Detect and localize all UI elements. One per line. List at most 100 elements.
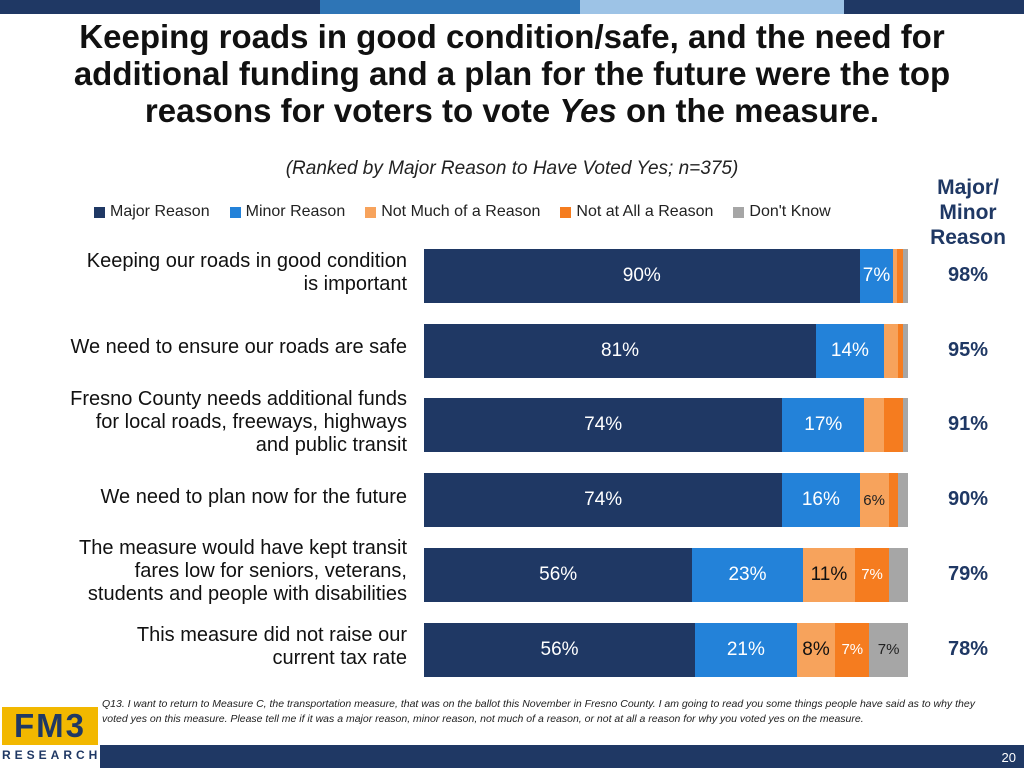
- major-minor-header-line-0: Major/: [937, 176, 999, 199]
- major-minor-header: Major/Minor Reason: [920, 175, 1016, 250]
- row-label-line: We need to plan now for the future: [100, 485, 408, 508]
- legend-item-3: Not at All a Reason: [560, 203, 713, 221]
- data-label: 14%: [830, 339, 869, 361]
- bar-segment-not-much-of-a-reason: 8%: [796, 622, 836, 677]
- row-label-line: fares low for seniors, veterans,: [134, 560, 407, 583]
- data-label: 56%: [539, 563, 578, 585]
- legend-label: Not Much of a Reason: [381, 203, 541, 220]
- bar-segment-major-reason: 81%: [424, 323, 817, 378]
- row-label-line: current tax rate: [272, 646, 407, 669]
- title-line-3-pre: reasons for voters to vote: [144, 92, 560, 129]
- row-label: We need to ensure our roads are safe: [0, 336, 407, 359]
- bar-row: 74% 16% 6%: [424, 473, 908, 528]
- bar-segment-not-at-all-a-reason: [897, 249, 904, 303]
- legend-label: Major Reason: [110, 203, 210, 220]
- row-label: We need to plan now for the future: [0, 485, 408, 509]
- bar-segment-don-t-know: [888, 547, 908, 602]
- bar-row: 90% 7%: [424, 249, 908, 303]
- bar-segment-not-much-of-a-reason: [893, 249, 898, 303]
- data-label: 74%: [584, 414, 623, 436]
- bar-segment-not-at-all-a-reason: [883, 398, 904, 453]
- bar-segment-don-t-know: [898, 473, 908, 528]
- bar-segment-don-t-know: [903, 249, 908, 303]
- data-label: 7%: [877, 641, 900, 658]
- legend-item-0: Major Reason: [94, 203, 210, 221]
- slide-title: Keeping roads in good condition/safe, an…: [20, 18, 1004, 129]
- row-label-line: We need to ensure our roads are safe: [70, 336, 407, 359]
- row-label: Fresno County needs additional funds for …: [0, 388, 407, 457]
- fm3-logo: FM3 RESEARCH: [2, 707, 98, 768]
- bar-segment-major-reason: 90%: [424, 249, 860, 303]
- row-label-line: Fresno County needs additional funds: [70, 387, 407, 410]
- bar-segment-major-reason: 56%: [424, 622, 696, 677]
- major-minor-total: 95%: [947, 338, 989, 361]
- title-line-1: Keeping roads in good condition/safe, an…: [79, 18, 945, 55]
- row-label-line: students and people with disabilities: [87, 583, 407, 606]
- data-label: 7%: [841, 641, 864, 658]
- data-label: 17%: [804, 414, 843, 436]
- bar-segment-minor-reason: 17%: [782, 398, 865, 453]
- title-emphasis: Yes: [559, 92, 617, 129]
- bar-row: 56% 21% 8% 7% 7%: [424, 622, 908, 677]
- row-label-line: and public transit: [255, 433, 407, 456]
- bar-row: 74% 17%: [424, 398, 908, 453]
- data-label: 56%: [540, 638, 579, 660]
- major-minor-total: 90%: [947, 488, 989, 511]
- row-label-line: This measure did not raise our: [136, 623, 407, 646]
- bottom-bar: 20: [100, 745, 1024, 768]
- data-label: 23%: [728, 563, 767, 585]
- legend-swatch: [365, 206, 377, 218]
- legend-swatch: [94, 206, 105, 218]
- legend-label: Not at All a Reason: [576, 203, 714, 220]
- row-label-line: Keeping our roads in good condition: [86, 250, 407, 272]
- legend-label: Minor Reason: [245, 203, 346, 220]
- title-line-2: additional funding and a plan for the fu…: [73, 55, 951, 92]
- bar-segment-not-at-all-a-reason: 7%: [855, 547, 889, 602]
- bar-segment-minor-reason: 21%: [695, 622, 797, 677]
- legend-swatch: [733, 206, 745, 218]
- legend-item-4: Don't Know: [733, 203, 831, 221]
- major-minor-total: 98%: [947, 264, 989, 286]
- logo-wordmark: RESEARCH: [2, 748, 102, 762]
- bar-segment-minor-reason: 23%: [692, 547, 803, 602]
- bar-segment-major-reason: 74%: [424, 473, 783, 528]
- bar-segment-don-t-know: [903, 398, 908, 453]
- data-label: 16%: [801, 489, 840, 511]
- bar-row: 81% 14%: [424, 323, 908, 378]
- legend-item-1: Minor Reason: [229, 203, 346, 221]
- legend-item-2: Not Much of a Reason: [365, 203, 540, 221]
- bar-segment-minor-reason: 7%: [859, 249, 894, 303]
- bar-segment-major-reason: 74%: [424, 398, 783, 453]
- logo-mark: FM3: [2, 707, 98, 745]
- bar-segment-not-at-all-a-reason: 7%: [835, 622, 870, 677]
- row-label: This measure did not raise our current ta…: [0, 624, 407, 670]
- major-minor-header-line-1: Minor: [939, 201, 997, 224]
- row-label: Keeping our roads in good condition is im…: [0, 250, 407, 296]
- bar-segment-not-much-of-a-reason: 6%: [859, 473, 889, 528]
- major-minor-total: 78%: [947, 637, 989, 660]
- data-label: 11%: [810, 563, 848, 585]
- major-minor-header-line-2: Reason: [930, 226, 1006, 249]
- data-label: 7%: [861, 566, 883, 584]
- chart-legend: Major Reason Minor Reason Not Much of a Re…: [94, 203, 851, 221]
- major-minor-total: 91%: [947, 413, 989, 436]
- row-label-line: The measure would have kept transit: [79, 537, 407, 560]
- legend-label: Don't Know: [749, 203, 831, 220]
- major-minor-total: 79%: [947, 562, 989, 585]
- page-number: 20: [1001, 750, 1016, 765]
- data-label: 74%: [584, 489, 623, 511]
- bar-segment-not-much-of-a-reason: [883, 323, 899, 378]
- bar-segment-not-much-of-a-reason: [864, 398, 884, 453]
- row-label-line: for local roads, freeways, highways: [95, 410, 407, 433]
- row-label: The measure would have kept transit fares…: [0, 537, 407, 606]
- bar-segment-don-t-know: 7%: [869, 622, 908, 677]
- bar-segment-minor-reason: 16%: [782, 473, 860, 528]
- legend-swatch: [229, 206, 241, 218]
- data-label: 81%: [601, 339, 640, 361]
- bar-segment-minor-reason: 14%: [816, 323, 884, 378]
- footnote: Q13. I want to return to Measure C, the …: [102, 698, 975, 725]
- title-line-3-post: on the measure.: [616, 92, 880, 129]
- chart-subtitle: (Ranked by Major Reason to Have Voted Ye…: [285, 158, 739, 179]
- data-label: 6%: [863, 491, 885, 509]
- bar-segment-not-much-of-a-reason: 11%: [802, 547, 856, 602]
